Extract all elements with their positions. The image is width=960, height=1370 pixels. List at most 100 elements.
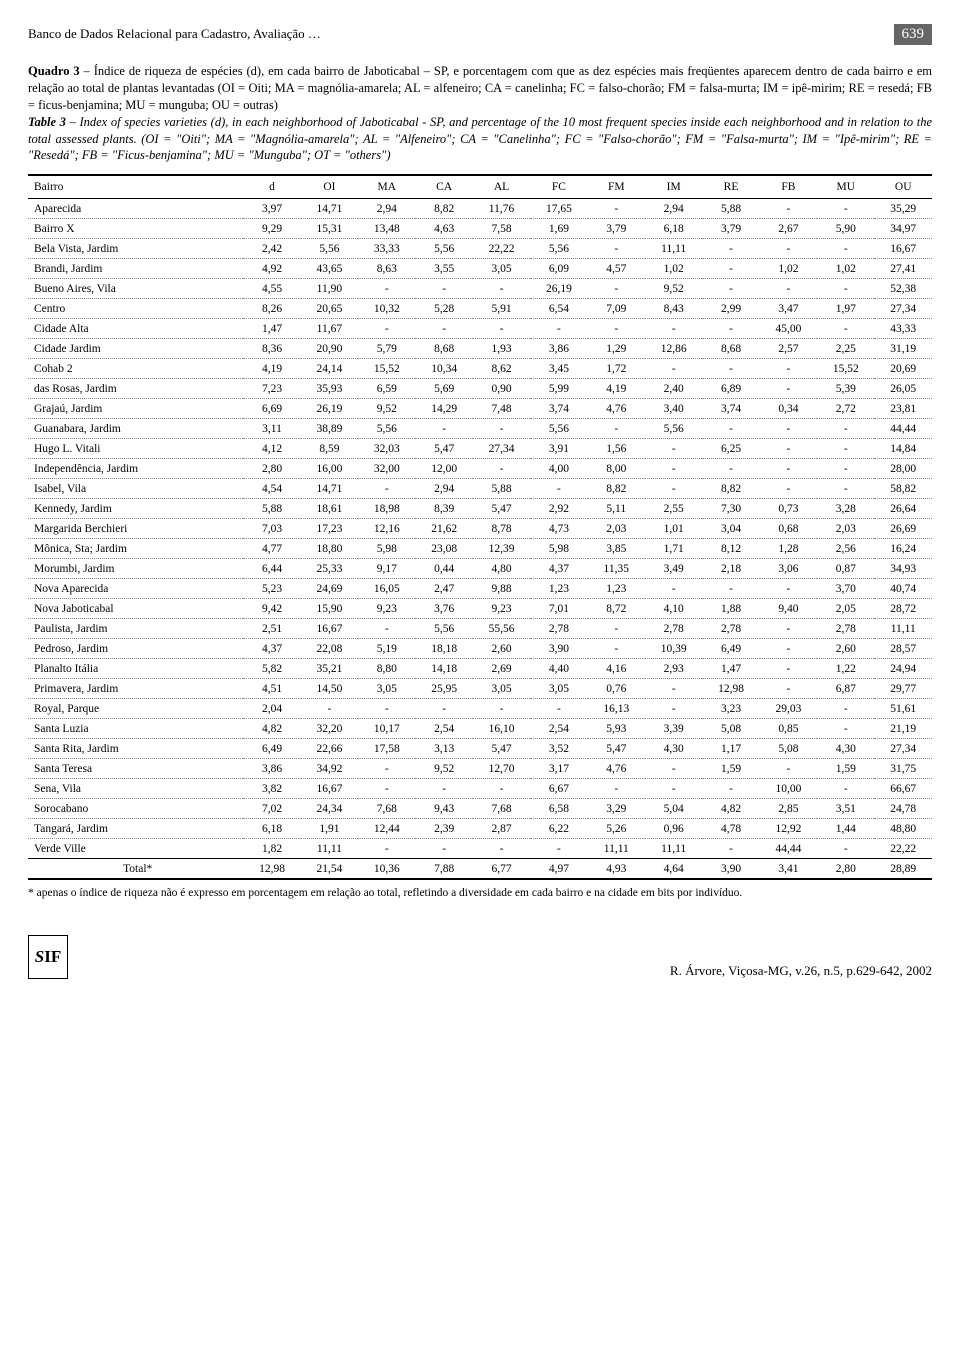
table-cell: 9,23 bbox=[473, 599, 530, 619]
column-header: OI bbox=[301, 175, 358, 199]
table-cell: 2,54 bbox=[415, 719, 472, 739]
table-cell: 15,31 bbox=[301, 219, 358, 239]
table-cell: 15,52 bbox=[817, 359, 874, 379]
table-cell: 34,93 bbox=[874, 559, 932, 579]
table-cell: 28,89 bbox=[874, 859, 932, 880]
table-cell: 8,12 bbox=[702, 539, 759, 559]
table-cell: 9,29 bbox=[243, 219, 300, 239]
table-row: Santa Teresa3,8634,92-9,5212,703,174,76-… bbox=[28, 759, 932, 779]
table-cell: 3,17 bbox=[530, 759, 587, 779]
table-cell: 5,56 bbox=[530, 239, 587, 259]
table-cell: 6,44 bbox=[243, 559, 300, 579]
table-cell: 3,05 bbox=[473, 259, 530, 279]
table-cell: 4,30 bbox=[645, 739, 702, 759]
table-cell: 9,23 bbox=[358, 599, 415, 619]
table-cell: 3,52 bbox=[530, 739, 587, 759]
table-cell: 6,77 bbox=[473, 859, 530, 880]
table-row: Cohab 24,1924,1415,5210,348,623,451,72--… bbox=[28, 359, 932, 379]
table-cell: Total* bbox=[28, 859, 243, 880]
table-cell: 17,23 bbox=[301, 519, 358, 539]
table-cell: 2,87 bbox=[473, 819, 530, 839]
table-cell: Aparecida bbox=[28, 199, 243, 219]
table-cell: Paulista, Jardim bbox=[28, 619, 243, 639]
table-cell: 5,47 bbox=[415, 439, 472, 459]
table-cell: - bbox=[473, 279, 530, 299]
table-cell: 3,70 bbox=[817, 579, 874, 599]
table-cell: 2,92 bbox=[530, 499, 587, 519]
table-cell: - bbox=[702, 359, 759, 379]
journal-reference: R. Árvore, Viçosa-MG, v.26, n.5, p.629-6… bbox=[670, 963, 932, 979]
column-header: IM bbox=[645, 175, 702, 199]
table-cell: 1,47 bbox=[702, 659, 759, 679]
table-cell: - bbox=[588, 639, 645, 659]
table-cell: 16,10 bbox=[473, 719, 530, 739]
table-cell: 2,69 bbox=[473, 659, 530, 679]
table-cell: 12,98 bbox=[702, 679, 759, 699]
table-cell: 8,82 bbox=[415, 199, 472, 219]
table-cell: 1,29 bbox=[588, 339, 645, 359]
table-head: BairrodOIMACAALFCFMIMREFBMUOU bbox=[28, 175, 932, 199]
table-row: Hugo L. Vitali4,128,5932,035,4727,343,91… bbox=[28, 439, 932, 459]
table-cell: - bbox=[301, 699, 358, 719]
sif-logo: SIF bbox=[28, 935, 68, 979]
table-cell: 11,76 bbox=[473, 199, 530, 219]
table-cell: 2,42 bbox=[243, 239, 300, 259]
table-cell: 34,92 bbox=[301, 759, 358, 779]
table-cell: Verde Ville bbox=[28, 839, 243, 859]
table-row: Royal, Parque2,04-----16,13-3,2329,03-51… bbox=[28, 699, 932, 719]
table-cell: Nova Jaboticabal bbox=[28, 599, 243, 619]
table-cell: - bbox=[473, 319, 530, 339]
table-cell: - bbox=[645, 699, 702, 719]
table-cell: - bbox=[358, 279, 415, 299]
table-cell: 7,09 bbox=[588, 299, 645, 319]
table-cell: 16,13 bbox=[588, 699, 645, 719]
table-cell: 6,54 bbox=[530, 299, 587, 319]
table-cell: 5,56 bbox=[415, 619, 472, 639]
table-row: Cidade Alta1,4711,67-------45,00-43,33 bbox=[28, 319, 932, 339]
table-cell: 2,51 bbox=[243, 619, 300, 639]
table-cell: - bbox=[760, 199, 817, 219]
table-cell: - bbox=[473, 699, 530, 719]
table-cell: 8,59 bbox=[301, 439, 358, 459]
table-cell: 16,67 bbox=[874, 239, 932, 259]
table-cell: 4,37 bbox=[243, 639, 300, 659]
table-cell: 7,23 bbox=[243, 379, 300, 399]
table-cell: 4,97 bbox=[530, 859, 587, 880]
table-cell: 3,85 bbox=[588, 539, 645, 559]
table-cell: 3,05 bbox=[530, 679, 587, 699]
table-cell: 51,61 bbox=[874, 699, 932, 719]
table-cell: Centro bbox=[28, 299, 243, 319]
table-cell: 0,76 bbox=[588, 679, 645, 699]
table-row: Cidade Jardim8,3620,905,798,681,933,861,… bbox=[28, 339, 932, 359]
table-cell: 1,02 bbox=[645, 259, 702, 279]
table-body: Aparecida3,9714,712,948,8211,7617,65-2,9… bbox=[28, 199, 932, 880]
table-cell: 14,18 bbox=[415, 659, 472, 679]
table-cell: 2,05 bbox=[817, 599, 874, 619]
table-row: Santa Luzia4,8232,2010,172,5416,102,545,… bbox=[28, 719, 932, 739]
table-cell: - bbox=[817, 779, 874, 799]
table-cell: 4,92 bbox=[243, 259, 300, 279]
table-cell: 7,68 bbox=[473, 799, 530, 819]
table-cell: 12,00 bbox=[415, 459, 472, 479]
table-cell: 5,56 bbox=[358, 419, 415, 439]
table-cell: 1,93 bbox=[473, 339, 530, 359]
table-footnote: * apenas o índice de riqueza não é expre… bbox=[28, 886, 932, 901]
table-cell: 0,73 bbox=[760, 499, 817, 519]
table-row: Santa Rita, Jardim6,4922,6617,583,135,47… bbox=[28, 739, 932, 759]
table-cell: 6,89 bbox=[702, 379, 759, 399]
table-cell: 3,28 bbox=[817, 499, 874, 519]
table-cell: Hugo L. Vitali bbox=[28, 439, 243, 459]
table-row: Tangará, Jardim6,181,9112,442,392,876,22… bbox=[28, 819, 932, 839]
table-cell: 2,60 bbox=[473, 639, 530, 659]
table-cell: - bbox=[702, 279, 759, 299]
table-row: Isabel, Vila4,5414,71-2,945,88-8,82-8,82… bbox=[28, 479, 932, 499]
table-cell: - bbox=[358, 479, 415, 499]
table-cell: 2,18 bbox=[702, 559, 759, 579]
table-cell: 1,44 bbox=[817, 819, 874, 839]
table-cell: 5,08 bbox=[760, 739, 817, 759]
table-cell: 5,99 bbox=[530, 379, 587, 399]
table-cell: 4,16 bbox=[588, 659, 645, 679]
table-cell: 27,34 bbox=[874, 739, 932, 759]
table-cell: Independência, Jardim bbox=[28, 459, 243, 479]
table-cell: - bbox=[645, 679, 702, 699]
